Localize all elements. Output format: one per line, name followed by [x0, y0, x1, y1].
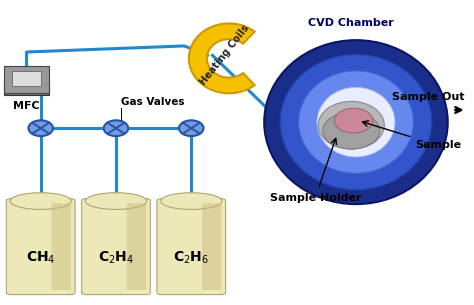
Text: Heating Coils: Heating Coils [199, 23, 251, 87]
FancyBboxPatch shape [4, 66, 49, 93]
Ellipse shape [161, 193, 222, 210]
FancyBboxPatch shape [82, 199, 150, 295]
Text: C$_2$H$_4$: C$_2$H$_4$ [98, 249, 134, 266]
Ellipse shape [280, 55, 432, 190]
Text: Sample Out: Sample Out [392, 92, 464, 102]
FancyBboxPatch shape [52, 203, 71, 290]
Ellipse shape [85, 193, 146, 210]
Text: C$_2$H$_6$: C$_2$H$_6$ [173, 249, 210, 266]
FancyBboxPatch shape [157, 199, 226, 295]
FancyBboxPatch shape [6, 199, 75, 295]
Ellipse shape [323, 112, 380, 149]
Ellipse shape [10, 193, 71, 210]
FancyBboxPatch shape [4, 83, 49, 95]
FancyBboxPatch shape [202, 203, 221, 290]
Circle shape [104, 120, 128, 136]
Text: CVD Chamber: CVD Chamber [309, 18, 394, 28]
Circle shape [28, 120, 53, 136]
Ellipse shape [299, 71, 413, 173]
Text: Sample Holder: Sample Holder [270, 193, 362, 203]
Text: Gas Valves: Gas Valves [121, 97, 184, 107]
Circle shape [179, 120, 203, 136]
Text: MFC: MFC [13, 101, 40, 111]
Text: CH$_4$: CH$_4$ [26, 249, 55, 266]
Ellipse shape [264, 40, 448, 204]
Polygon shape [189, 23, 255, 93]
Ellipse shape [318, 101, 384, 149]
Ellipse shape [334, 108, 373, 133]
Ellipse shape [317, 87, 395, 157]
FancyBboxPatch shape [127, 203, 146, 290]
Text: Sample: Sample [415, 140, 461, 150]
FancyBboxPatch shape [12, 71, 41, 86]
